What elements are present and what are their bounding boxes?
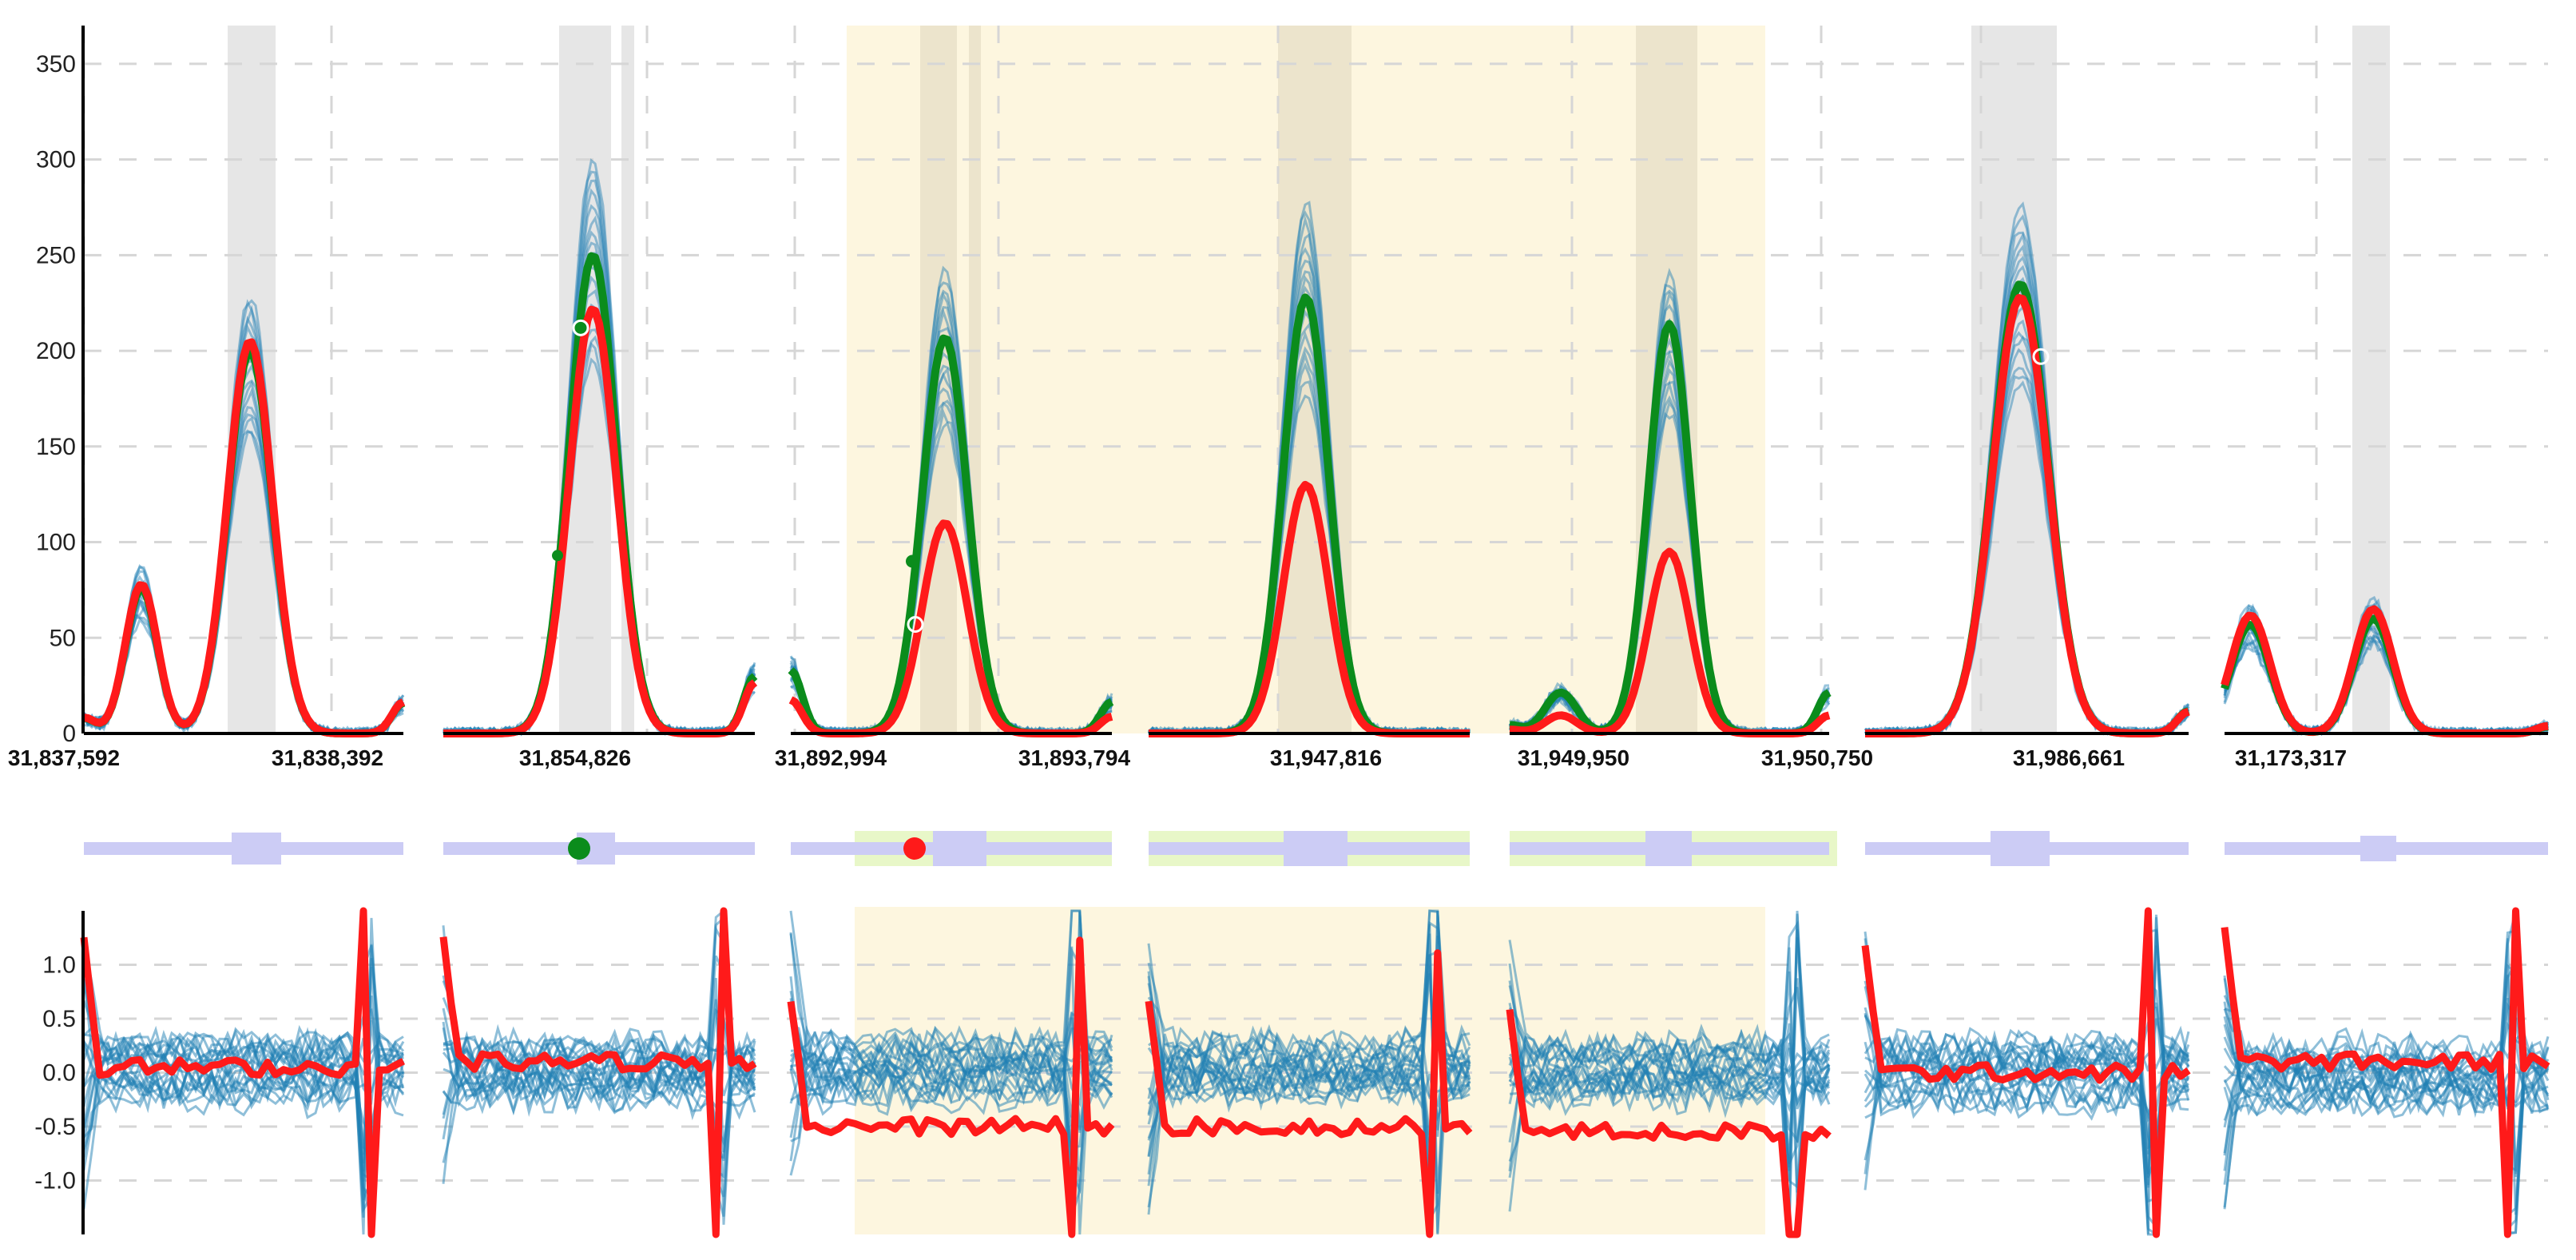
y-tick-bottom-0: -1.0 [34,1168,76,1194]
y-tick-top-0: 0 [62,721,76,747]
deviation-sample-5-8 [1509,1053,1831,1143]
deviation-sample-4-22 [1148,1007,1471,1153]
deviation-case-3 [787,936,1115,1238]
sample-curve-5-7 [1509,359,1830,736]
case-marker-6 [2032,348,2050,365]
deviation-case-1 [80,907,406,1238]
deviation-sample-7-18 [2223,1039,2550,1110]
deviation-sample-2-22 [443,1043,756,1103]
exon-highlight-1 [228,26,276,733]
deviation-sample-1-17 [82,966,405,1218]
deviation-sample-7-8 [2223,1008,2550,1107]
gene-exon-box-7 [2360,836,2396,861]
labels-layer: 0 50 100 150 200 250 300 350 -1.0 -0.5 0.0 0.5 1.0 31… [8,51,2347,1194]
deviation-sample-4-20 [1147,967,1471,1163]
coordinate-label-2-1: 31,854,826 [519,745,631,770]
deviation-sample-1-20 [82,1024,405,1105]
deviation-sample-3-19 [789,1027,1113,1079]
coordinate-label-3-2: 31,893,794 [1018,745,1131,770]
gene-exon-box-4 [1284,831,1348,866]
y-tick-top-150: 150 [36,434,76,460]
deviation-case-4 [1145,949,1473,1238]
variant-dot-2 [568,837,590,860]
y-tick-bottom-1: -0.5 [34,1114,76,1140]
reference-marker-2 [572,319,589,336]
deviation-sample-7-17 [2223,1051,2549,1236]
deviation-sample-1-19 [82,943,404,1218]
y-tick-top-300: 300 [36,147,76,173]
sample-curve-5-4 [1509,380,1831,736]
coordinate-label-5-2: 31,950,750 [1761,745,1873,770]
gene-exon-box-6 [1991,831,2050,866]
deviation-sample-7-3 [2223,1024,2550,1068]
deviation-sample-4-7 [1147,965,1471,1137]
exon-highlight-3 [920,26,957,733]
coordinate-label-4-1: 31,947,816 [1270,745,1382,770]
coordinate-label-5-1: 31,949,950 [1518,745,1629,770]
summary-curves-layer [80,252,2550,1238]
exon-highlight-2 [559,26,611,733]
axes-layer [81,26,2548,1234]
deviation-case-5 [1506,1008,1832,1238]
deviation-sample-6-22 [1864,929,2189,1155]
deviation-sample-4-15 [1147,962,1471,1225]
deviation-sample-2-18 [442,908,756,1076]
deviation-sample-1-6 [82,1058,405,1101]
deviation-case-7 [2221,907,2550,1238]
y-tick-top-50: 50 [50,625,76,651]
coordinate-label-7-1: 31,173,317 [2235,745,2347,770]
y-tick-bottom-3: 0.5 [42,1006,76,1032]
y-tick-bottom-4: 1.0 [42,952,76,979]
coordinate-label-3-1: 31,892,994 [775,745,887,770]
gene-exon-box-1 [232,833,281,865]
deviation-sample-2-20 [442,1072,756,1116]
deviation-sample-5-21 [1509,1063,1831,1107]
gene-exon-box-5 [1645,831,1692,866]
deviation-sample-7-21 [2223,997,2549,1215]
deviation-sample-6-18 [1864,914,2189,1235]
reference-marker-2b [552,550,563,562]
variant-dot-3 [903,837,926,860]
deviation-sample-6-6 [1864,964,2190,1163]
deviation-sample-5-22 [1508,986,1831,1073]
y-tick-top-350: 350 [36,51,76,78]
deviation-sample-7-19 [2223,1077,2549,1119]
deviation-sample-3-21 [789,912,1113,1235]
y-tick-top-100: 100 [36,530,76,556]
deviation-sample-4-21 [1147,1062,1471,1105]
deviation-case-6 [1861,907,2191,1238]
coordinate-label-1-1: 31,837,592 [8,745,120,770]
deviation-sample-5-19 [1508,1023,1831,1143]
deviation-sample-2-16 [443,1031,756,1068]
deviation-sample-3-22 [789,910,1113,1235]
deviation-sample-3-20 [789,1012,1113,1069]
deviation-case-2 [439,907,757,1238]
deviation-sample-5-20 [1508,1067,1831,1236]
deviation-sample-4-17 [1147,909,1471,1157]
deviation-sample-3-18 [789,1055,1113,1149]
deviation-sample-6-11 [1864,1006,2189,1186]
y-tick-top-200: 200 [36,338,76,364]
y-tick-bottom-2: 0.0 [42,1060,76,1087]
deviation-sample-1-16 [82,917,405,1235]
coordinate-label-6-1: 31,986,661 [2013,745,2125,770]
y-tick-top-250: 250 [36,242,76,268]
deviation-sample-5-9 [1509,1067,1831,1113]
case-marker-3 [907,616,924,634]
coordinate-label-1-2: 31,838,392 [272,745,383,770]
reference-marker-3 [906,554,919,568]
gene-exon-box-3 [933,831,986,866]
deviation-sample-1-18 [82,935,404,1235]
sample-curve-5-16 [1509,289,1830,735]
